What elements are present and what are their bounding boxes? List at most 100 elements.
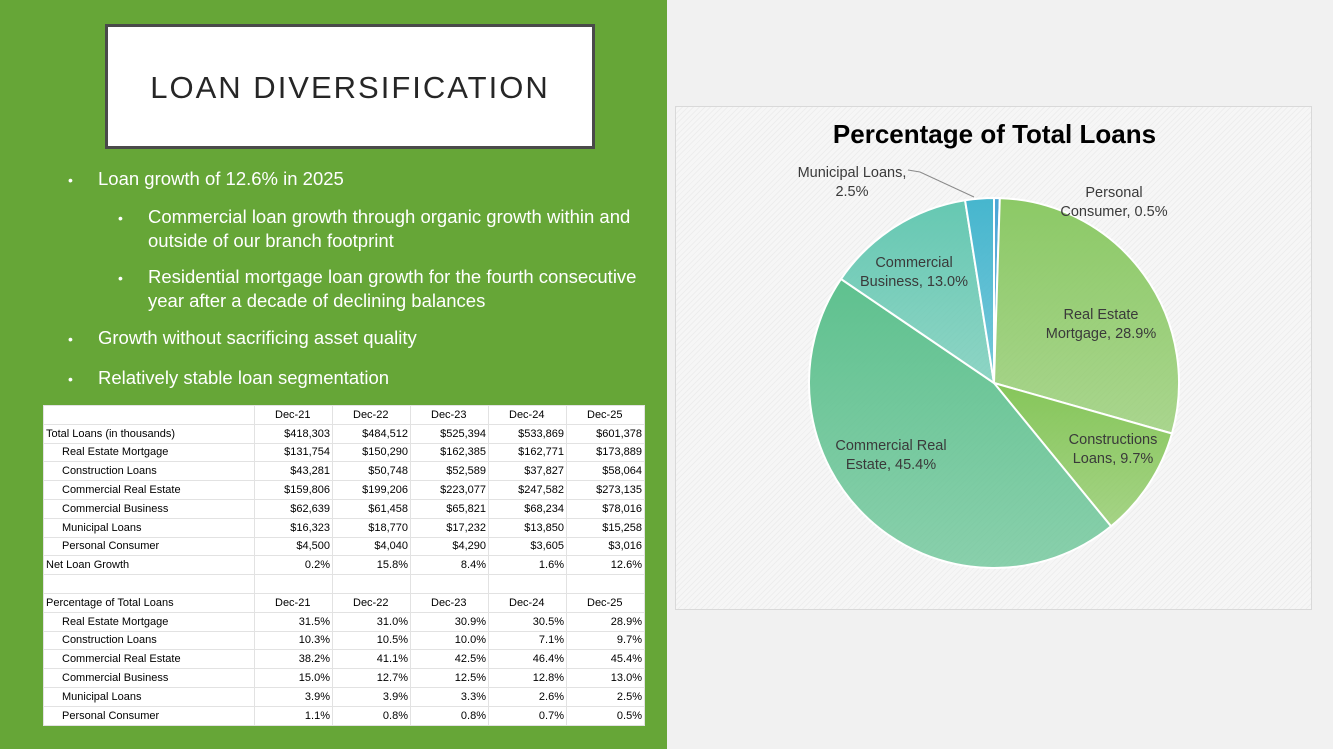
table-cell: 0.5% bbox=[566, 705, 645, 726]
table-cell: 31.0% bbox=[332, 611, 411, 632]
table-cell: $223,077 bbox=[410, 480, 489, 500]
column-header: Dec-24 bbox=[488, 592, 567, 613]
table-cell: $68,234 bbox=[488, 498, 567, 519]
table-cell: 7.1% bbox=[488, 630, 567, 651]
bullet-marker: • bbox=[68, 172, 73, 188]
table-cell: $533,869 bbox=[488, 423, 567, 444]
table-cell: 12.6% bbox=[566, 555, 645, 576]
table-row: Construction Loans 10.3% 10.5% 10.0% 7.1% 9.7… bbox=[43, 630, 645, 651]
table-cell: $525,394 bbox=[410, 423, 489, 444]
table-row: Real Estate Mortgage 31.5% 31.0% 30.9% 30.5%… bbox=[43, 611, 645, 632]
table-header-label: Percentage of Total Loans bbox=[43, 592, 255, 613]
table-cell: $37,827 bbox=[488, 461, 567, 482]
empty-cell bbox=[43, 574, 255, 594]
table-cell: $173,889 bbox=[566, 442, 645, 463]
slice-label-line: Commercial Real bbox=[835, 438, 946, 454]
table-cell: $50,748 bbox=[332, 461, 411, 482]
bullet-text: Loan growth of 12.6% in 2025 bbox=[98, 168, 344, 189]
table-cell: 30.9% bbox=[410, 611, 489, 632]
slice-label-line: Constructions bbox=[1069, 432, 1158, 448]
table-cell: $601,378 bbox=[566, 423, 645, 444]
table-cell: 9.7% bbox=[566, 630, 645, 651]
table-cell: $4,040 bbox=[332, 536, 411, 557]
row-label: Personal Consumer bbox=[43, 536, 255, 557]
table-cell: 10.0% bbox=[410, 630, 489, 651]
empty-cell bbox=[566, 574, 645, 594]
slice-label: Municipal Loans, 2.5% bbox=[798, 165, 907, 200]
row-label: Commercial Business bbox=[43, 668, 255, 688]
table-cell: 0.7% bbox=[488, 705, 567, 726]
table-row: Municipal Loans $16,323 $18,770 $17,232 $13,… bbox=[43, 517, 645, 538]
table-cell: $273,135 bbox=[566, 480, 645, 500]
empty-cell bbox=[488, 574, 567, 594]
pie-slice bbox=[963, 196, 995, 384]
column-header: Dec-21 bbox=[254, 405, 333, 425]
table-cell: $16,323 bbox=[254, 517, 333, 538]
table-cell: 0.8% bbox=[410, 705, 489, 726]
slice-label: Commercial Business, 13.0% bbox=[860, 255, 968, 290]
table-cell: 2.6% bbox=[488, 686, 567, 707]
table-cell: $199,206 bbox=[332, 480, 411, 500]
slice-label-line: Municipal Loans, bbox=[798, 165, 907, 181]
table-row: Municipal Loans 3.9% 3.9% 3.3% 2.6% 2.5% bbox=[43, 686, 645, 707]
table-cell: $13,850 bbox=[488, 517, 567, 538]
row-label: Construction Loans bbox=[43, 461, 255, 482]
table-cell: $3,016 bbox=[566, 536, 645, 557]
bullet-text: Growth without sacrificing asset quality bbox=[98, 327, 417, 348]
table-cell: 41.1% bbox=[332, 649, 411, 670]
table-row: Commercial Business 15.0% 12.7% 12.5% 12.8% 1… bbox=[43, 668, 645, 688]
row-label: Commercial Business bbox=[43, 498, 255, 519]
table-cell: $4,290 bbox=[410, 536, 489, 557]
column-header: Dec-24 bbox=[488, 405, 567, 425]
row-label: Commercial Real Estate bbox=[43, 480, 255, 500]
table-row: Personal Consumer 1.1% 0.8% 0.8% 0.7% 0.5% bbox=[43, 705, 645, 726]
slice-label-line: Estate, 45.4% bbox=[846, 457, 936, 473]
column-header: Dec-23 bbox=[410, 405, 489, 425]
column-header: Dec-22 bbox=[332, 405, 411, 425]
table-cell: $61,458 bbox=[332, 498, 411, 519]
table-cell: $484,512 bbox=[332, 423, 411, 444]
table-cell: 28.9% bbox=[566, 611, 645, 632]
slice-label-line: Real Estate bbox=[1064, 307, 1139, 323]
table-cell: 0.8% bbox=[332, 705, 411, 726]
table-cell: 3.9% bbox=[332, 686, 411, 707]
content-panel: LOAN DIVERSIFICATION • Loan growth of 12… bbox=[0, 0, 667, 749]
table-cell: 12.8% bbox=[488, 668, 567, 688]
pie-slice bbox=[808, 277, 1113, 569]
column-header: Dec-23 bbox=[410, 592, 489, 613]
chart-title: Percentage of Total Loans bbox=[832, 119, 1157, 149]
slice-label-line: Loans, 9.7% bbox=[1073, 451, 1154, 467]
table-cell: 46.4% bbox=[488, 649, 567, 670]
leader-line bbox=[907, 169, 975, 198]
table-row: Real Estate Mortgage $131,754 $150,290 $162… bbox=[43, 442, 645, 463]
table-cell: 30.5% bbox=[488, 611, 567, 632]
row-label: Construction Loans bbox=[43, 630, 255, 651]
table-cell: 42.5% bbox=[410, 649, 489, 670]
slice-label: Commercial Real Estate, 45.4% bbox=[835, 438, 946, 473]
slice-label-line: Commercial bbox=[875, 255, 952, 271]
pie-slice bbox=[991, 381, 1174, 528]
table-cell: 31.5% bbox=[254, 611, 333, 632]
table-cell: 1.1% bbox=[254, 705, 333, 726]
bullet-marker: • bbox=[118, 210, 123, 226]
table-cell: $162,385 bbox=[410, 442, 489, 463]
row-label: Real Estate Mortgage bbox=[43, 611, 255, 632]
table-cell: $78,016 bbox=[566, 498, 645, 519]
row-label: Personal Consumer bbox=[43, 705, 255, 726]
table-row: Personal Consumer $4,500 $4,040 $4,290 $3,60… bbox=[43, 536, 645, 557]
table-cell: 45.4% bbox=[566, 649, 645, 670]
bullet-marker: • bbox=[68, 331, 73, 347]
empty-cell bbox=[410, 574, 489, 594]
title-box: LOAN DIVERSIFICATION bbox=[105, 24, 595, 149]
table-cell: $159,806 bbox=[254, 480, 333, 500]
column-header: Dec-21 bbox=[254, 592, 333, 613]
row-label: Real Estate Mortgage bbox=[43, 442, 255, 463]
slice-label-line: Personal bbox=[1085, 185, 1142, 201]
column-header: Dec-25 bbox=[566, 592, 645, 613]
empty-cell bbox=[332, 574, 411, 594]
table-row: Net Loan Growth 0.2% 15.8% 8.4% 1.6% 12.6% bbox=[43, 555, 645, 576]
column-header: Dec-25 bbox=[566, 405, 645, 425]
empty-cell bbox=[254, 574, 333, 594]
table-cell: 13.0% bbox=[566, 668, 645, 688]
pie-svg: Personal Consumer, 0.5% Real Estate Mortgag… bbox=[798, 165, 1180, 569]
